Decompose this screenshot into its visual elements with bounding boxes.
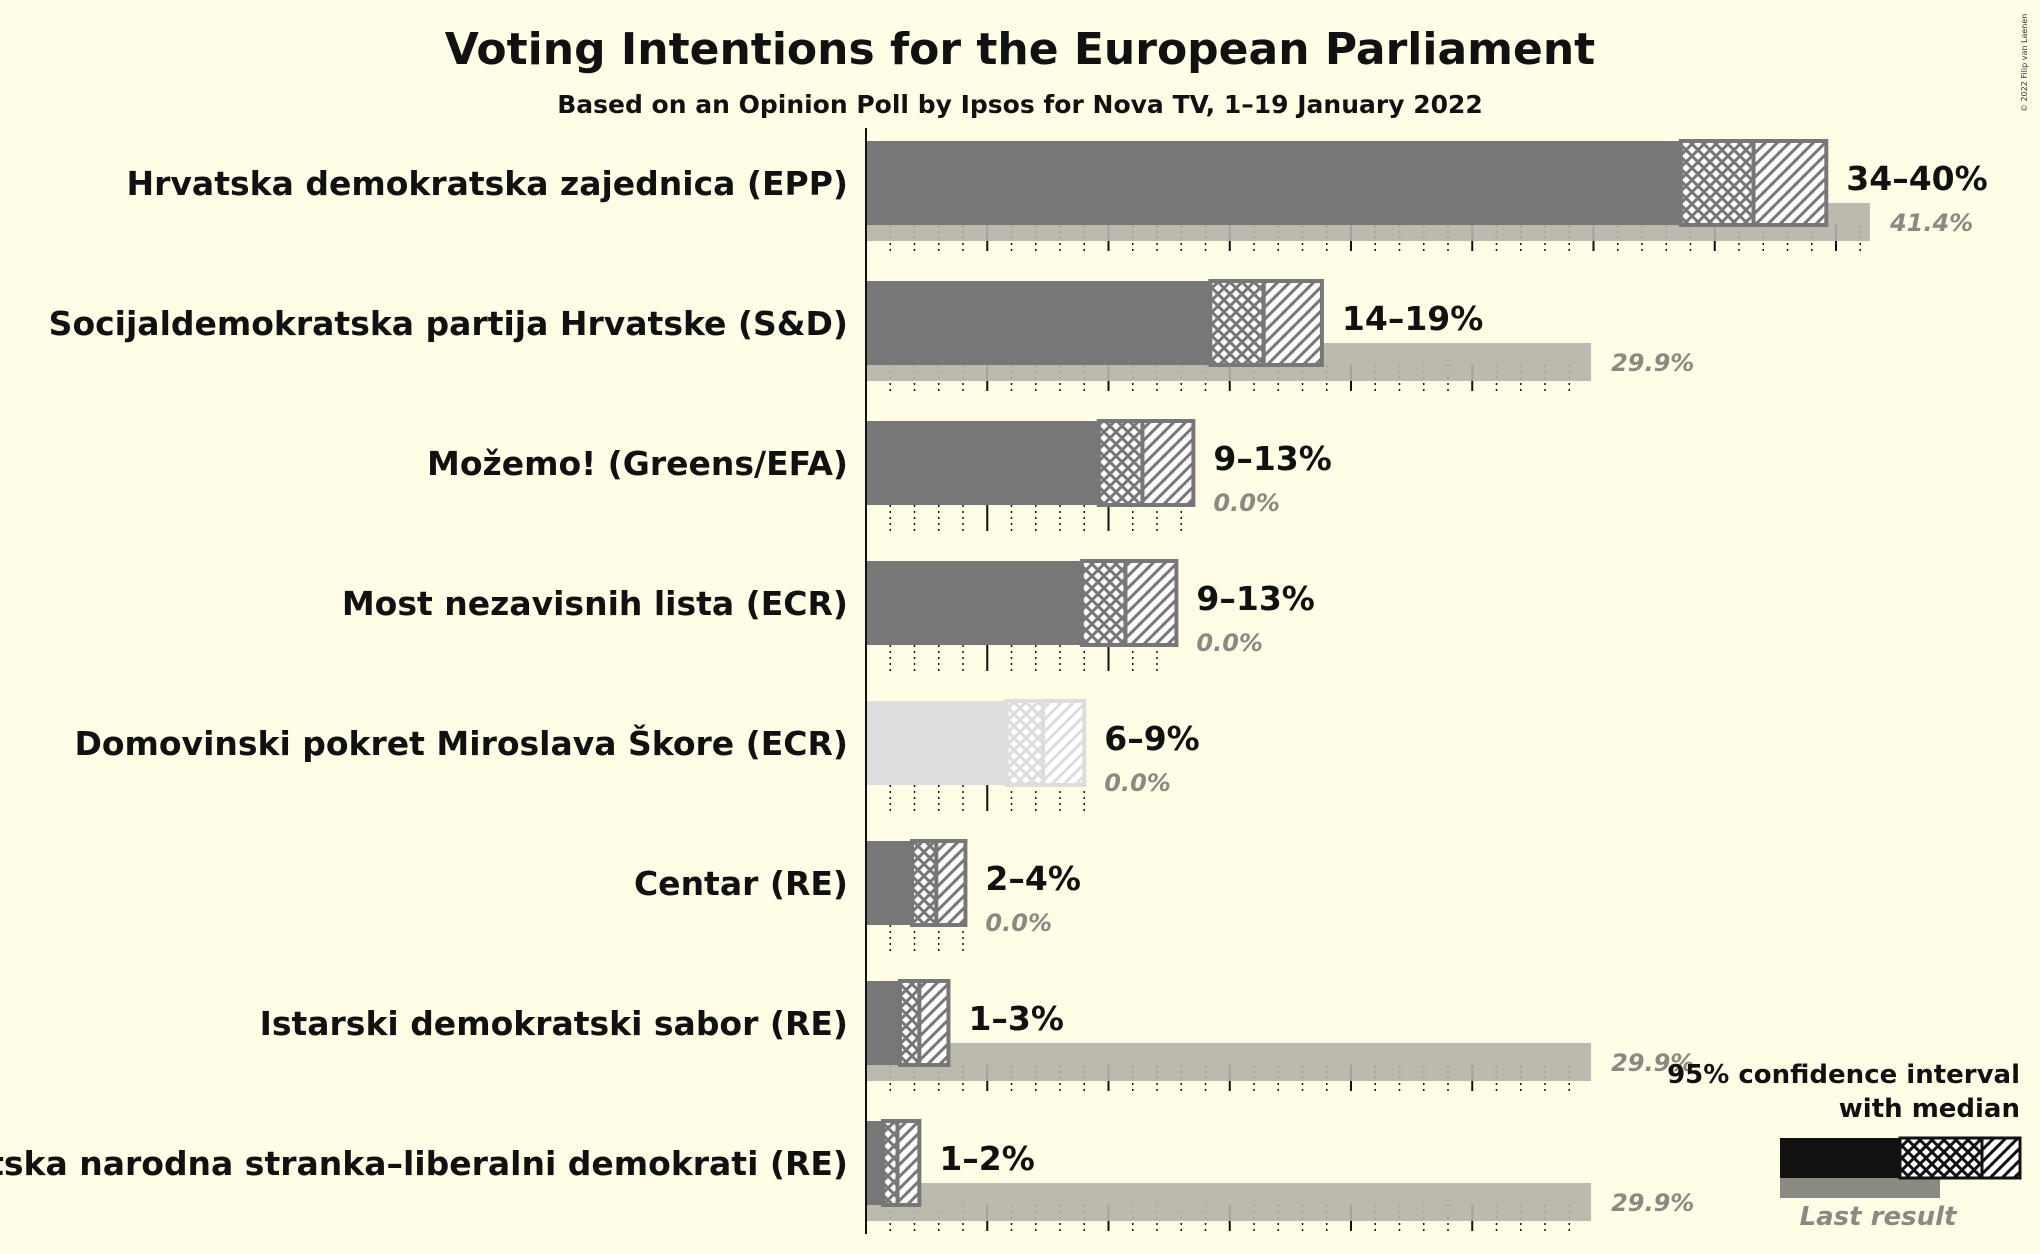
last-result-label: 41.4% [1889,209,1973,237]
ci-cross-bar [880,1119,900,1207]
last-result-label: 29.9% [1611,349,1694,377]
range-label: 1–2% [939,1139,1035,1178]
chart-title: Voting Intentions for the European Parli… [445,24,1595,75]
legend-solid-bar [1780,1138,1900,1178]
last-result-bar [866,1043,1592,1081]
ci-lower-bar [866,981,900,1065]
ci-lower-bar [866,701,1007,785]
range-label: 6–9% [1104,719,1200,758]
party-label: Domovinski pokret Miroslava Škore (ECR) [74,723,848,763]
ci-lower-bar [866,141,1681,225]
last-result-bar [866,1183,1592,1221]
ci-diag-bar [1123,559,1179,647]
legend-ci-line1: 95% confidence interval [1667,1060,2020,1090]
ci-cross-bar [897,979,922,1067]
ci-diag-bar [1261,279,1324,367]
ci-diag-bar [917,979,951,1067]
range-label: 14–19% [1342,299,1483,338]
ci-lower-bar [866,841,913,925]
chart-subtitle: Based on an Opinion Poll by Ipsos for No… [557,90,1483,119]
ci-diag-bar [1140,419,1196,507]
ci-lower-bar [866,421,1099,505]
ci-cross-bar [1208,279,1266,367]
party-label: Hrvatska demokratska zajednica (EPP) [127,164,848,203]
last-result-label: 29.9% [1611,1189,1694,1217]
ci-cross-bar [1096,419,1145,507]
range-label: 34–40% [1846,159,1987,198]
party-label: Most nezavisnih lista (ECR) [342,584,848,623]
ci-lower-bar [866,561,1082,645]
last-result-label: 0.0% [1104,769,1171,797]
ci-diag-bar [1751,139,1829,227]
party-label: Hrvatska narodna stranka–liberalni demok… [0,1144,848,1183]
range-label: 1–3% [968,999,1063,1038]
range-label: 9–13% [1213,439,1331,478]
ci-cross-bar [910,839,939,927]
legend: 95% confidence interval with median Last… [1667,1060,2022,1232]
party-label: Centar (RE) [634,864,848,903]
ci-lower-bar [866,281,1211,365]
ci-lower-bar [866,1121,883,1205]
last-result-label: 0.0% [985,909,1052,937]
legend-diag-bar [1980,1136,2022,1180]
range-label: 9–13% [1196,579,1314,618]
last-result-label: 29.9% [1611,1049,1694,1077]
ci-diag-bar [895,1119,922,1207]
party-label: Socijaldemokratska partija Hrvatske (S&D… [49,304,848,343]
range-label: 2–4% [985,859,1081,898]
copyright-note: © 2022 Filip van Laenen [2020,14,2029,112]
bars-layer: Hrvatska demokratska zajednica (EPP) 34–4… [0,128,1988,1234]
party-label: Možemo! (Greens/EFA) [427,444,848,483]
legend-last-result-label: Last result [1800,1202,1958,1232]
last-result-label: 0.0% [1213,489,1280,517]
ci-cross-bar [1004,699,1046,787]
ci-diag-bar [934,839,968,927]
legend-cross-bar [1898,1136,1984,1180]
legend-ci-line2: with median [1839,1094,2020,1124]
last-result-label: 0.0% [1196,629,1263,657]
ci-diag-bar [1041,699,1087,787]
party-label: Istarski demokratski sabor (RE) [260,1004,848,1043]
ci-cross-bar [1079,559,1128,647]
ci-cross-bar [1678,139,1756,227]
